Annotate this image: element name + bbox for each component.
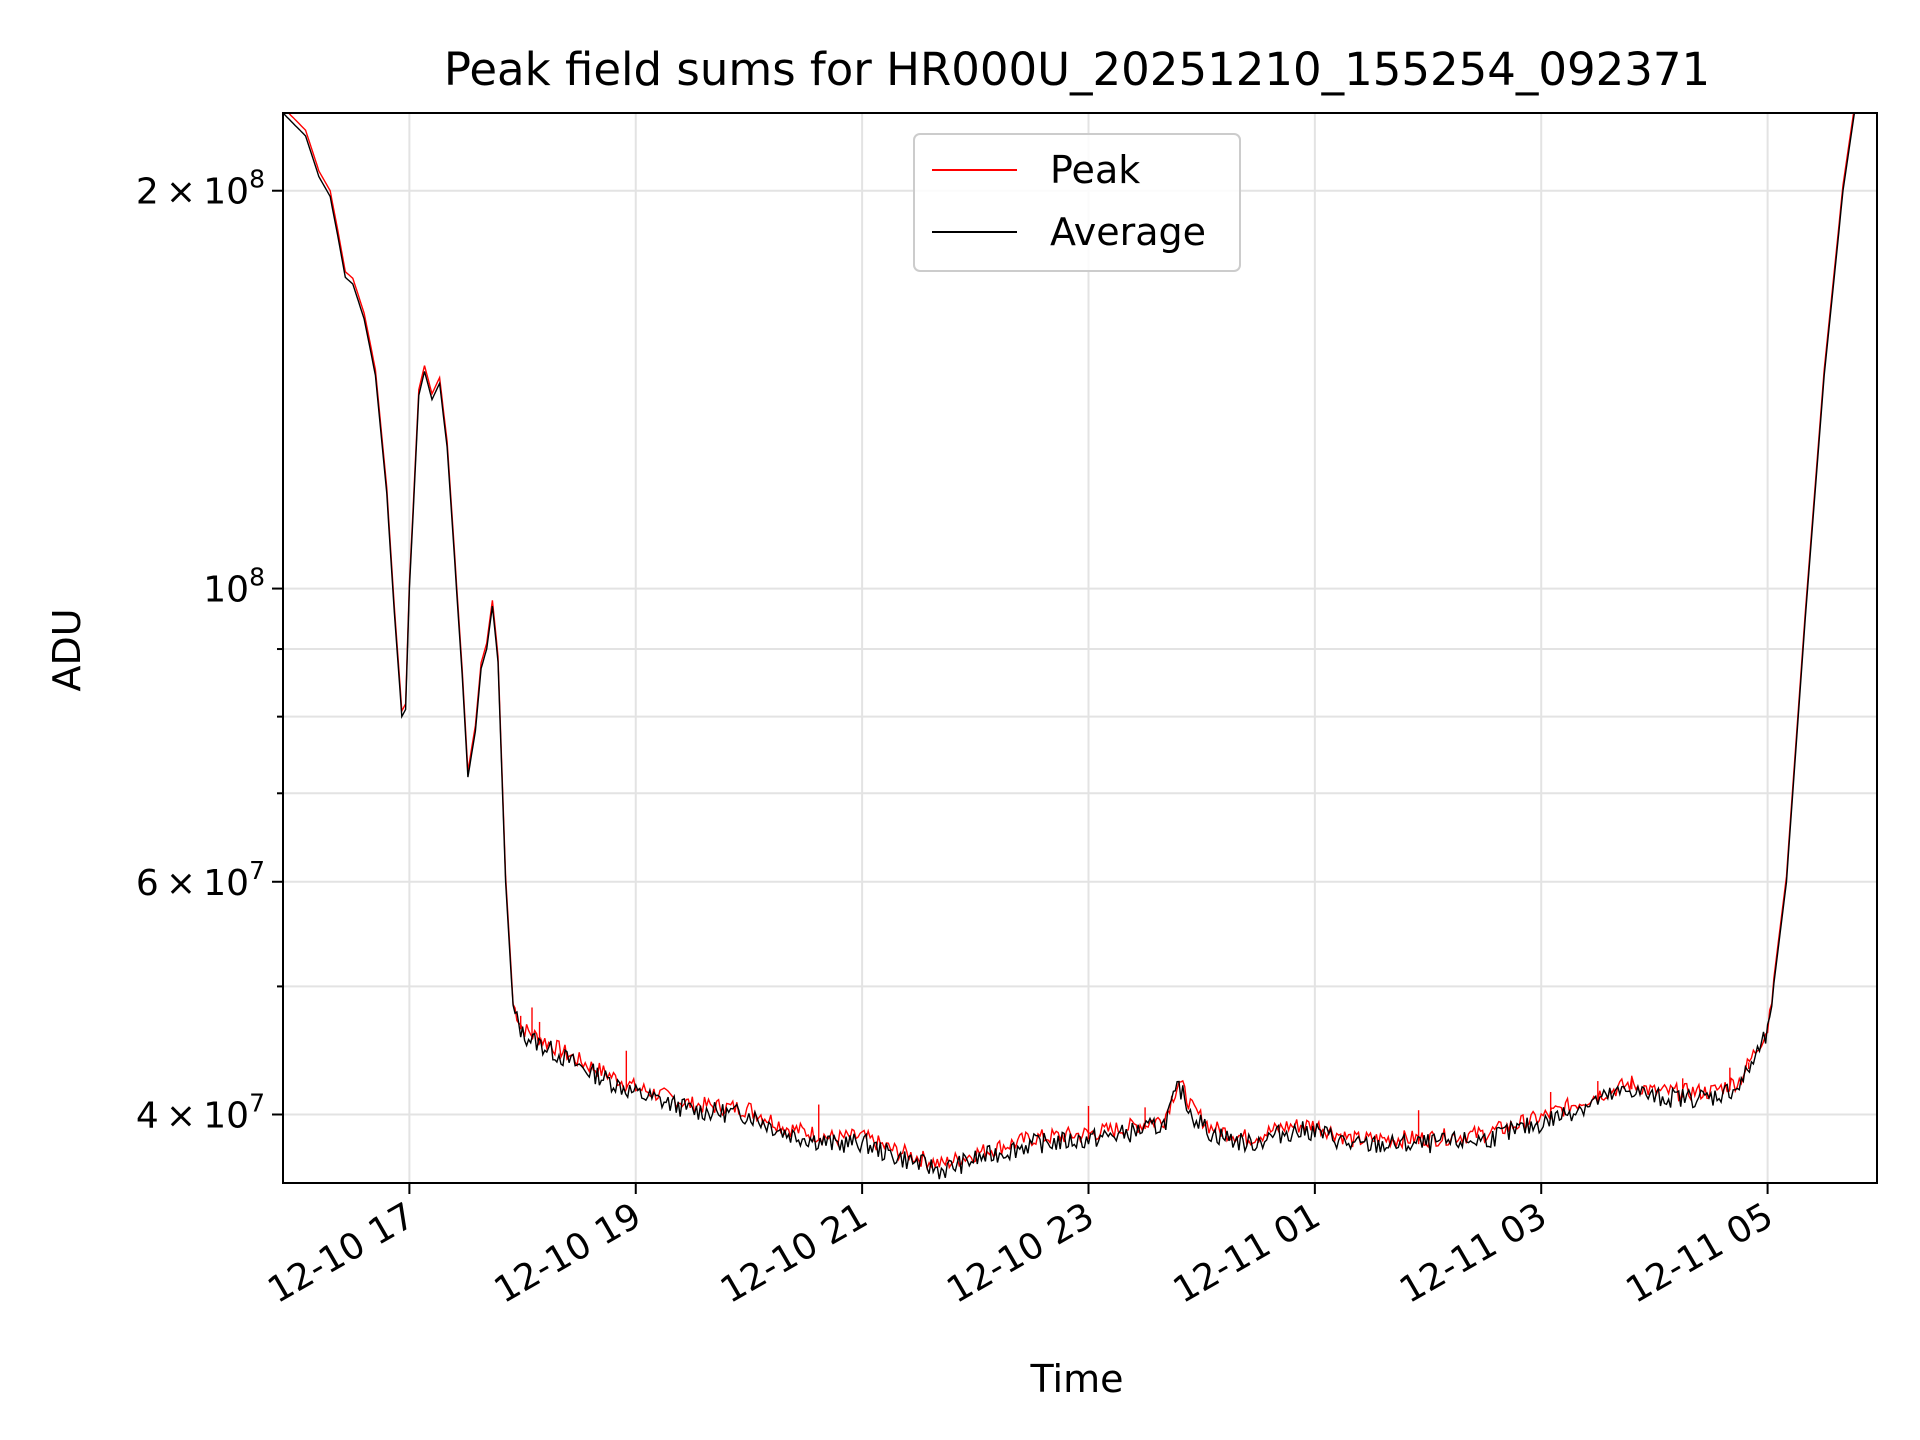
- legend-box: [913, 133, 1241, 272]
- chart-title: Peak field sums for HR000U_20251210_1552…: [444, 43, 1710, 96]
- y-axis-ticks: 4 × 107 6 × 107 108 2 × 108: [136, 165, 283, 1136]
- series-group: [283, 113, 1856, 1180]
- series-average-line: [283, 113, 1856, 1180]
- y-axis-label: ADU: [45, 608, 89, 691]
- y-tick-label: 108: [203, 563, 265, 611]
- legend-average-label: Average: [1050, 210, 1206, 254]
- x-axis-label: Time: [1030, 1357, 1124, 1401]
- y-tick-label: 4 × 107: [136, 1088, 265, 1136]
- plot-frame: [282, 112, 1878, 1184]
- y-tick-label: 6 × 107: [136, 856, 265, 904]
- legend: Peak Average: [913, 133, 1241, 272]
- y-tick-label: 2 × 108: [136, 165, 265, 213]
- legend-peak-label: Peak: [1050, 148, 1140, 192]
